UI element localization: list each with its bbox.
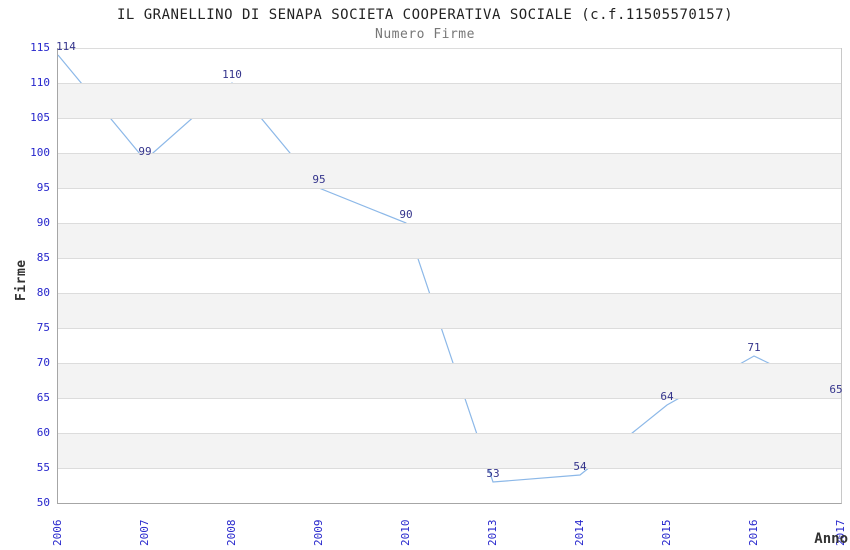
y-tick-label: 50 [36,496,50,509]
y-tick-label: 75 [36,321,50,334]
band [58,363,841,398]
series-line [57,54,842,483]
x-tick-label: 2015 [660,519,673,547]
y-tick-label: 55 [36,461,50,474]
y-tick-label: 60 [36,426,50,439]
y-tick-label: 85 [36,251,50,264]
value-label: 110 [222,68,242,81]
y-tick-label: 115 [30,41,50,54]
x-tick-label: 2007 [138,519,151,547]
x-tick-label: 2016 [747,519,760,547]
y-tick-label: 80 [36,286,50,299]
gridline [58,153,841,154]
y-tick-label: 95 [36,181,50,194]
band [58,223,841,258]
gridline [58,363,841,364]
value-label: 64 [660,390,674,403]
gridline [58,433,841,434]
x-tick-label: 2009 [312,519,325,547]
gridline [58,398,841,399]
chart-subtitle: Numero Firme [375,27,475,42]
y-tick-label: 105 [30,111,50,124]
value-label: 99 [138,145,152,158]
value-label: 95 [312,173,326,186]
band [58,433,841,468]
x-tick-label: 2010 [399,519,412,547]
gridline [58,328,841,329]
x-axis-label: Anno [814,531,848,547]
gridline [58,48,841,49]
band [58,153,841,188]
value-label: 53 [486,467,500,480]
y-tick-label: 90 [36,216,50,229]
value-label: 71 [747,341,761,354]
x-tick-label: 2008 [225,519,238,547]
y-tick-label: 110 [30,76,50,89]
gridline [58,468,841,469]
band [58,293,841,328]
x-tick-label: 2014 [573,519,586,547]
gridline [58,83,841,84]
x-tick-label: 2013 [486,519,499,547]
value-label: 65 [829,383,843,396]
y-tick-label: 65 [36,391,50,404]
gridline [58,258,841,259]
plot-area: 114 99 110 95 90 53 54 64 71 65 [56,40,843,504]
gridline [58,118,841,119]
gridline [58,223,841,224]
band [58,83,841,118]
value-label: 114 [56,40,76,53]
value-label: 54 [573,460,587,473]
y-tick-label: 70 [36,356,50,369]
gridline [58,188,841,189]
value-label: 90 [399,208,413,221]
y-tick-label: 100 [30,146,50,159]
chart-title: IL GRANELLINO DI SENAPA SOCIETA COOPERAT… [116,7,734,23]
x-tick-label: 2006 [51,519,64,547]
gridline [58,293,841,294]
